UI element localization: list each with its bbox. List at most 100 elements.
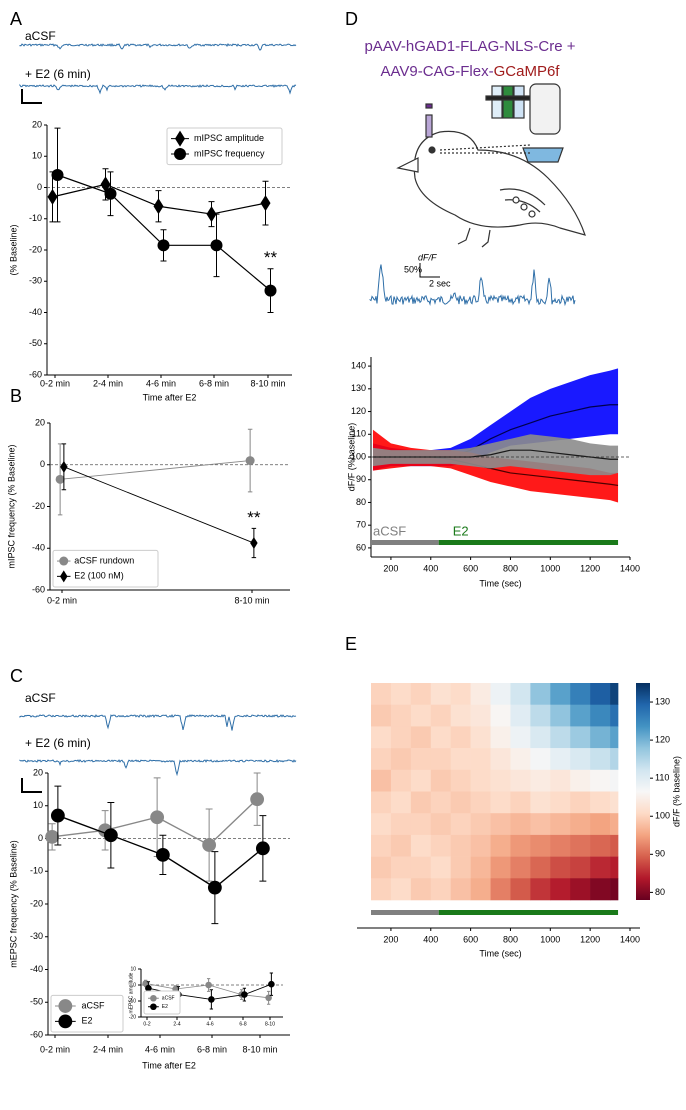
heat-cell [430,726,451,749]
x-tick-label: 6-8 min [197,1044,227,1054]
colorbar-tick-label: 130 [655,696,670,706]
heat-cell [410,878,432,901]
heat-cell [610,683,619,705]
heat-cell [590,748,611,771]
heat-cell [590,683,611,705]
y-tick-label: -10 [30,866,43,876]
y-tick-label: 130 [351,383,366,393]
filter [491,85,503,119]
heat-cell [590,856,611,879]
heat-cell [390,704,412,727]
heat-cell [570,856,591,879]
x-tick-label: 6-8 [239,1021,246,1027]
marker [45,829,60,844]
colorbar-tick-label: 100 [655,811,670,821]
y-tick-label: -20 [32,501,45,511]
heat-cell [510,683,531,705]
heat-cell [550,791,571,814]
title-line: pAAV-hGAD1-FLAG-NLS-Cre + [364,38,575,55]
bird-dot [512,196,520,204]
heat-cell [490,791,511,814]
heat-cell [410,769,432,792]
heat-cell [470,683,491,705]
heat-cell [371,834,392,857]
x-tick-label: 1000 [540,563,560,573]
heat-cell [530,813,551,836]
heat-cell [430,683,451,705]
x-tick-label: 2-4 min [93,1044,123,1054]
x-tick-label: 1400 [620,934,640,944]
heat-cell [390,726,412,749]
heat-cell [590,813,611,836]
heat-cell [550,813,571,836]
heat-cell [470,791,491,814]
marker [145,984,152,992]
heat-cell [530,856,551,879]
y-tick-label: -10 [129,998,136,1004]
x-tick-label: 600 [463,563,478,573]
y-tick-label: 0 [37,182,42,192]
heat-cell [390,769,412,792]
heat-cell [510,704,531,727]
x-tick-label: 0-2 min [40,378,70,388]
heat-cell [530,704,551,727]
heat-cell [610,748,619,771]
colorbar-tick-label: 90 [655,849,665,859]
panel-letter: E [345,634,357,654]
y-tick-label: 0 [133,982,136,988]
syringe [425,114,433,138]
heat-cell [450,726,471,749]
band [372,434,619,476]
heat-cell [390,834,412,857]
x-tick-label: 8-10 min [250,378,285,388]
y-tick-label: 0 [38,833,43,843]
heat-cell [490,704,511,727]
y-tick-label: 0 [40,459,45,469]
x-tick-label: 2-4 [173,1021,180,1027]
heat-cell [590,726,611,749]
heat-cell [570,834,591,857]
legend-box [143,990,181,1015]
legend-label: E2 (100 nM) [74,571,124,581]
heat-cell [371,748,392,771]
heat-cell [450,683,471,705]
y-tick-label: 80 [356,497,366,507]
panel-letter: C [10,666,23,686]
heat-cell [430,769,451,792]
period-label: E2 [453,523,469,538]
colorbar [636,683,650,900]
marker [208,996,215,1003]
colorbar-tick-label: 110 [655,773,669,783]
scale-bar [21,89,42,104]
heat-cell [510,813,531,836]
heat-cell [430,813,451,836]
heat-cell [530,791,551,814]
heat-cell [550,834,571,857]
y-axis-label: mEPSC frequency (% Baseline) [8,840,18,968]
y-tick-label: -40 [32,543,45,553]
heat-cell [510,834,531,857]
period-bar [438,540,619,545]
y-tick-label: -50 [30,997,43,1007]
colorbar-label: dF/F (% baseline) [671,756,681,827]
trace-label: + E2 (6 min) [25,67,91,81]
x-tick-label: 0-2 [143,1021,150,1027]
y-axis-label: (% Baseline) [8,224,18,275]
y-tick-label: 10 [32,151,42,161]
heat-cell [550,748,571,771]
x-tick-label: 800 [503,563,518,573]
legend-label: aCSF rundown [74,555,134,565]
y-tick-label: -50 [29,338,42,348]
dotted-lines [439,144,531,154]
y-tick-label: -10 [29,213,42,223]
marker [268,980,275,988]
x-tick-label: 200 [383,563,398,573]
x-tick-label: 8-10 [265,1021,275,1027]
syringe-top [425,103,433,109]
bird-legs [457,227,491,248]
x-tick-label: 4-6 [206,1021,213,1027]
heat-cell [610,704,619,727]
heat-cell [390,791,412,814]
marker [264,284,277,297]
heat-cell [470,878,491,901]
